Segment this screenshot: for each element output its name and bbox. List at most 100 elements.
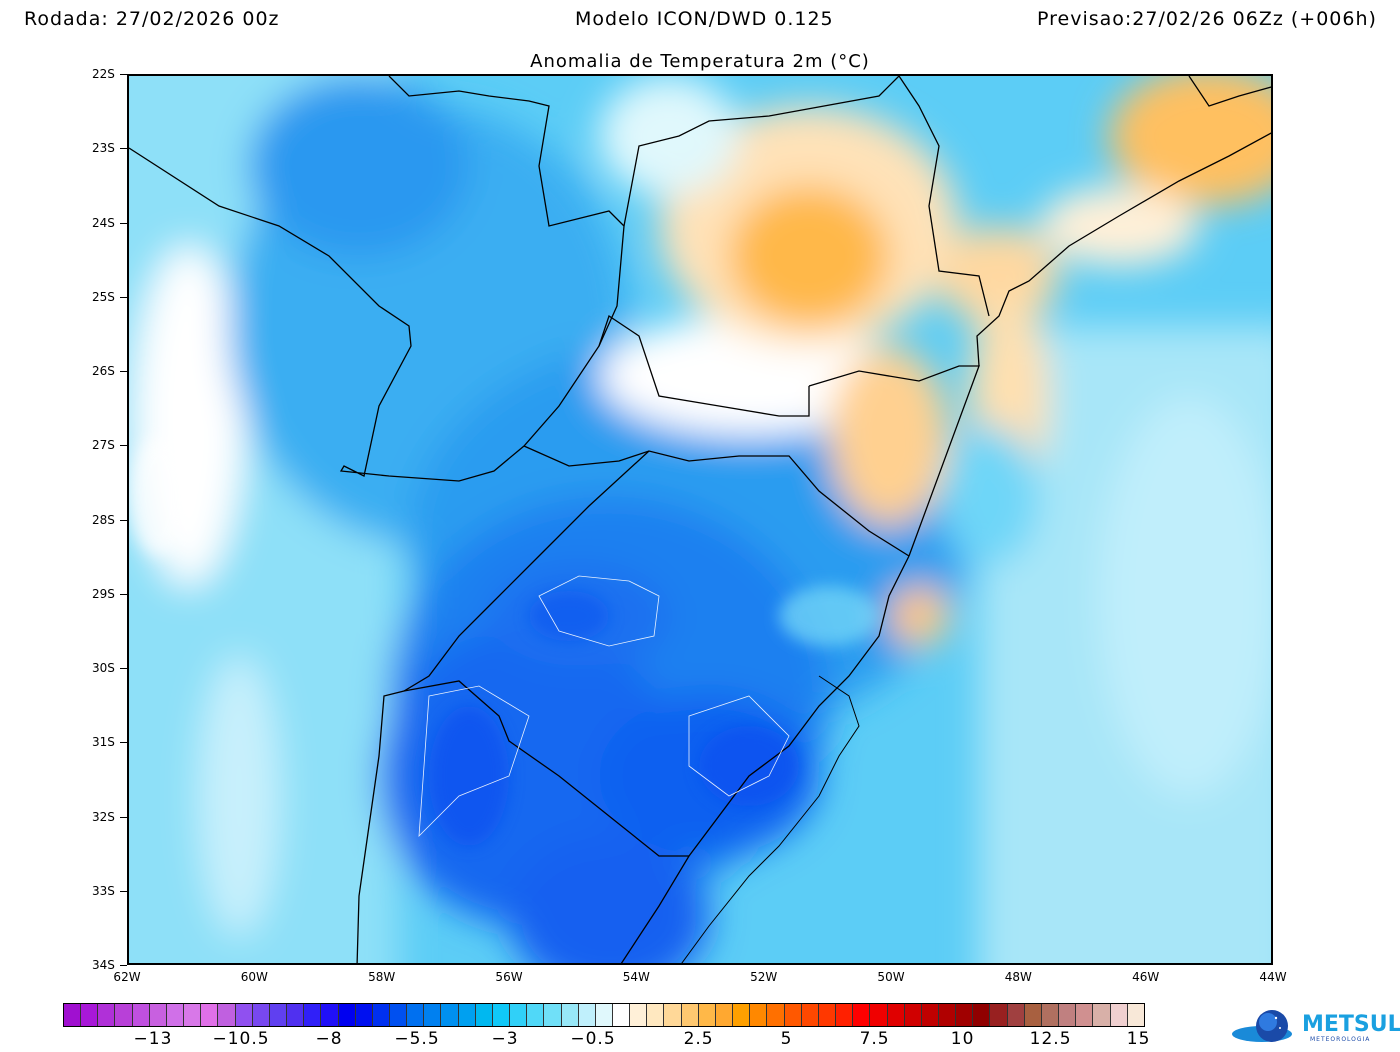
color-scale-label: 10 xyxy=(950,1029,975,1049)
anomaly-field xyxy=(129,76,1271,963)
color-scale-swatch xyxy=(475,1004,493,1026)
color-scale-label: 7.5 xyxy=(859,1029,890,1049)
map-field xyxy=(129,76,1271,963)
color-scale-swatch xyxy=(81,1004,99,1026)
longitude-label: 44W xyxy=(1259,970,1287,984)
longitude-label: 46W xyxy=(1132,970,1160,984)
latitude-label: 24S xyxy=(92,215,115,230)
map-title: Anomalia de Temperatura 2m (°C) xyxy=(530,51,870,72)
latitude-label: 34S xyxy=(92,958,115,972)
color-scale-swatch xyxy=(235,1004,253,1026)
color-scale-swatch xyxy=(921,1004,939,1026)
color-scale-swatch xyxy=(458,1004,476,1026)
color-scale-swatch xyxy=(1059,1004,1077,1026)
latitude-tick xyxy=(120,816,127,818)
color-scale-swatch xyxy=(1127,1004,1144,1026)
color-scale-swatch xyxy=(1110,1004,1128,1026)
latitude-label: 25S xyxy=(92,289,115,304)
color-scale-label: 5 xyxy=(780,1029,793,1049)
latitude-tick xyxy=(120,519,127,521)
latitude-label: 22S xyxy=(92,67,115,81)
color-scale-swatch xyxy=(613,1004,631,1026)
color-scale-label: −0.5 xyxy=(570,1029,616,1049)
color-scale-swatch xyxy=(836,1004,854,1026)
globe-icon xyxy=(1232,1010,1292,1042)
latitude-label: 32S xyxy=(92,809,115,824)
temperature-anomaly-map xyxy=(127,74,1273,965)
color-scale-swatch xyxy=(887,1004,905,1026)
latitude-tick xyxy=(120,222,127,224)
color-scale-swatch xyxy=(784,1004,802,1026)
color-scale-swatch xyxy=(492,1004,511,1026)
color-scale-swatch xyxy=(647,1004,665,1026)
color-scale-swatch xyxy=(578,1004,596,1026)
color-scale-swatch xyxy=(287,1004,305,1026)
latitude-tick xyxy=(120,742,127,744)
color-scale-label: −8 xyxy=(315,1029,343,1049)
color-scale-swatch xyxy=(956,1004,974,1026)
color-scale-swatch xyxy=(441,1004,459,1026)
color-scale-swatch xyxy=(990,1004,1008,1026)
color-scale-label: −5.5 xyxy=(394,1029,440,1049)
color-scale-swatch xyxy=(115,1004,133,1026)
color-scale-swatch xyxy=(201,1004,219,1026)
color-scale-swatch xyxy=(853,1004,871,1026)
model-label: Modelo ICON/DWD 0.125 xyxy=(575,8,834,30)
color-scale-swatch xyxy=(218,1004,236,1026)
color-scale-swatch xyxy=(664,1004,682,1026)
color-scale-swatch xyxy=(681,1004,699,1026)
color-scale-swatch xyxy=(544,1004,562,1026)
color-scale-swatch xyxy=(321,1004,339,1026)
contour-lines xyxy=(418,575,790,838)
latitude-label: 30S xyxy=(92,661,115,675)
forecast-time-label: Previsao:27/02/26 06Zz (+006h) xyxy=(1037,8,1377,30)
color-scale-swatch xyxy=(733,1004,751,1026)
color-scale-swatch xyxy=(750,1004,768,1026)
color-scale-bar xyxy=(63,1003,1145,1027)
latitude-label: 26S xyxy=(92,364,115,378)
color-scale-swatch xyxy=(184,1004,202,1026)
color-scale-label: 12.5 xyxy=(1029,1029,1072,1049)
logo-text: METSUL xyxy=(1302,1012,1400,1037)
color-scale-swatch xyxy=(630,1004,648,1026)
latitude-label: 23S xyxy=(92,141,115,156)
latitude-label: 27S xyxy=(92,438,115,453)
color-scale-swatch xyxy=(269,1004,288,1026)
color-scale-swatch xyxy=(1041,1004,1060,1026)
color-scale-swatch xyxy=(166,1004,185,1026)
latitude-label: 28S xyxy=(92,512,115,527)
color-scale-swatch xyxy=(149,1004,167,1026)
color-scale-swatch xyxy=(407,1004,425,1026)
color-scale-swatch xyxy=(904,1004,922,1026)
color-scale-label: −10.5 xyxy=(212,1029,270,1049)
color-scale-swatch xyxy=(1024,1004,1042,1026)
color-scale-swatch xyxy=(1093,1004,1111,1026)
color-scale-swatch xyxy=(818,1004,837,1026)
color-scale-label: 15 xyxy=(1126,1029,1151,1049)
color-scale-swatch xyxy=(1007,1004,1025,1026)
latitude-tick xyxy=(120,445,127,447)
color-scale-swatch xyxy=(510,1004,528,1026)
color-scale-label: 2.5 xyxy=(683,1029,714,1049)
latitude-label: 29S xyxy=(92,586,115,601)
latitude-label: 31S xyxy=(92,735,115,750)
latitude-label: 33S xyxy=(92,883,115,898)
anomaly-detail xyxy=(129,436,879,846)
color-scale-swatch xyxy=(595,1004,613,1026)
color-scale-swatch xyxy=(424,1004,442,1026)
latitude-tick xyxy=(120,296,127,298)
latitude-tick xyxy=(120,593,127,595)
longitude-label: 52W xyxy=(750,970,778,984)
color-scale-swatch xyxy=(561,1004,579,1026)
color-scale-swatch xyxy=(64,1004,82,1026)
longitude-label: 50W xyxy=(877,970,905,984)
longitude-label: 56W xyxy=(495,970,523,984)
color-scale-swatch xyxy=(355,1004,373,1026)
latitude-tick xyxy=(120,148,127,150)
metsul-logo: METSUL METEOROLOGIA xyxy=(1232,1008,1400,1048)
color-scale-swatch xyxy=(132,1004,150,1026)
run-time-label: Rodada: 27/02/2026 00z xyxy=(24,8,280,30)
longitude-label: 60W xyxy=(240,970,268,984)
color-scale-swatch xyxy=(372,1004,390,1026)
latitude-tick xyxy=(120,668,127,669)
